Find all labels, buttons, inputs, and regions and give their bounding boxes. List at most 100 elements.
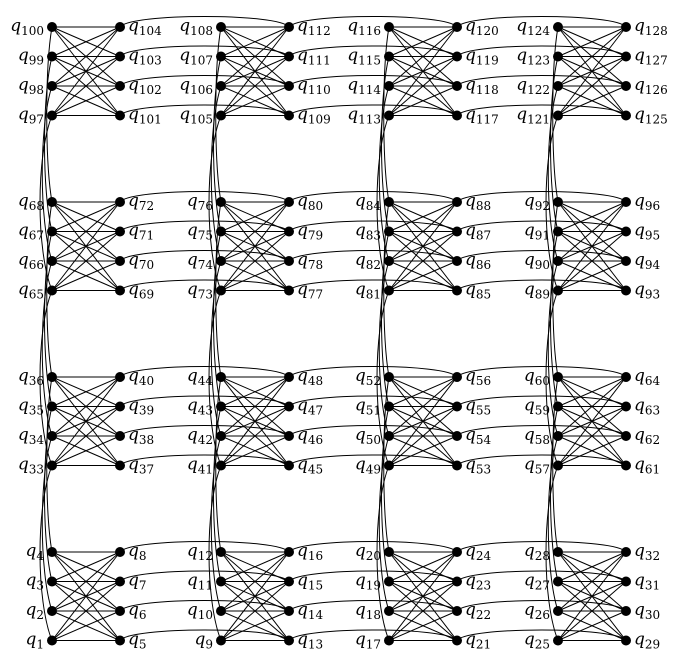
intra-cell-edge <box>388 85 458 116</box>
qubit-node-90 <box>553 256 563 266</box>
qubit-node-98 <box>47 81 57 91</box>
vertical-coupler-edge <box>552 26 559 203</box>
qubit-node-118 <box>452 81 462 91</box>
horizontal-coupler-edge <box>288 629 458 641</box>
horizontal-coupler-edge <box>456 366 627 378</box>
qubit-label-95: q95 <box>634 221 660 243</box>
qubit-node-125 <box>621 110 631 121</box>
intra-cell-edge <box>220 201 290 232</box>
intra-cell-edge <box>557 201 627 291</box>
horizontal-coupler-edge <box>456 395 627 407</box>
intra-cell-edge <box>557 435 627 466</box>
qubit-node-16 <box>284 547 294 557</box>
qubit-label-120: q120 <box>465 16 499 38</box>
horizontal-coupler-edge <box>456 629 627 641</box>
horizontal-coupler-edge <box>456 75 627 87</box>
qubit-node-70 <box>115 256 125 266</box>
qubit-node-81 <box>384 285 394 296</box>
vertical-coupler-edge <box>378 435 390 612</box>
qubit-node-94 <box>621 256 631 266</box>
qubit-node-112 <box>284 22 294 32</box>
vertical-coupler-edge <box>383 201 390 378</box>
qubit-label-109: q109 <box>297 105 331 127</box>
horizontal-coupler-edge <box>119 541 290 553</box>
qubit-label-126: q126 <box>634 75 668 97</box>
qubit-label-107: q107 <box>179 46 213 68</box>
vertical-coupler-edge <box>383 376 390 553</box>
horizontal-coupler-edge <box>119 45 290 57</box>
qubit-node-29 <box>621 635 631 646</box>
intra-cell-edge <box>51 201 121 291</box>
qubit-label-99: q99 <box>18 46 44 68</box>
qubit-node-93 <box>621 285 631 296</box>
qubit-node-100 <box>47 22 57 32</box>
qubit-label-6: q6 <box>128 600 147 622</box>
qubit-label-114: q114 <box>347 75 381 97</box>
qubit-node-109 <box>284 110 294 121</box>
qubit-node-107 <box>216 51 226 62</box>
label-layer: q1 q2 q3 q4 q5 q6 q7 q8 q9 q10 q11 q12 q13 q14 q15 q16 q… <box>10 16 668 652</box>
intra-cell-edge <box>557 551 627 582</box>
intra-cell-edge <box>220 260 290 291</box>
intra-cell-edge <box>51 85 121 116</box>
qubit-node-17 <box>384 635 394 646</box>
qubit-node-48 <box>284 372 294 382</box>
qubit-node-108 <box>216 22 226 32</box>
qubit-label-62: q62 <box>634 425 660 447</box>
qubit-node-42 <box>216 431 226 441</box>
qubit-label-102: q102 <box>128 75 162 97</box>
vertical-coupler-edge <box>552 376 559 553</box>
intra-cell-edge <box>220 201 290 291</box>
qubit-label-37: q37 <box>128 455 154 477</box>
qubit-node-7 <box>115 576 125 587</box>
horizontal-coupler-edge <box>288 75 458 87</box>
qubit-label-13: q13 <box>297 630 323 652</box>
qubit-label-103: q103 <box>128 46 162 68</box>
intra-cell-edge <box>557 610 627 641</box>
qubit-label-91: q91 <box>524 221 550 243</box>
qubit-node-35 <box>47 401 57 412</box>
qubit-node-20 <box>384 547 394 557</box>
qubit-node-46 <box>284 431 294 441</box>
qubit-node-2 <box>47 606 57 616</box>
qubit-node-116 <box>384 22 394 32</box>
intra-cell-edge <box>388 435 458 466</box>
qubit-node-24 <box>452 547 462 557</box>
qubit-node-5 <box>115 635 125 646</box>
qubit-label-65: q65 <box>18 280 44 302</box>
qubit-node-69 <box>115 285 125 296</box>
horizontal-coupler-edge <box>288 541 458 553</box>
intra-cell-edge <box>51 26 121 116</box>
intra-cell-edge <box>388 26 458 116</box>
qubit-label-28: q28 <box>524 541 550 563</box>
intra-cell-edge <box>557 26 627 57</box>
qubit-node-120 <box>452 22 462 32</box>
qubit-node-80 <box>284 197 294 207</box>
qubit-label-81: q81 <box>355 280 381 302</box>
qubit-label-53: q53 <box>465 455 491 477</box>
vertical-coupler-edge <box>376 465 390 641</box>
qubit-label-59: q59 <box>524 396 550 418</box>
qubit-label-11: q11 <box>187 571 213 593</box>
horizontal-coupler-edge <box>456 600 627 612</box>
intra-cell-edge <box>557 260 627 291</box>
qubit-label-3: q3 <box>25 571 44 593</box>
horizontal-coupler-edge <box>119 220 290 232</box>
qubit-node-41 <box>216 460 226 471</box>
qubit-node-96 <box>621 197 631 207</box>
qubit-node-11 <box>216 576 226 587</box>
qubit-label-122: q122 <box>516 75 550 97</box>
qubit-label-8: q8 <box>128 541 147 563</box>
horizontal-coupler-edge <box>119 570 290 582</box>
intra-cell-edge <box>51 581 121 641</box>
qubit-label-41: q41 <box>187 455 213 477</box>
qubit-node-97 <box>47 110 57 121</box>
qubit-node-37 <box>115 460 125 471</box>
vertical-coupler-edge <box>39 465 53 641</box>
qubit-node-122 <box>553 81 563 91</box>
qubit-node-106 <box>216 81 226 91</box>
qubit-label-96: q96 <box>634 191 660 213</box>
qubit-node-78 <box>284 256 294 266</box>
qubit-label-36: q36 <box>18 366 44 388</box>
qubit-node-110 <box>284 81 294 91</box>
